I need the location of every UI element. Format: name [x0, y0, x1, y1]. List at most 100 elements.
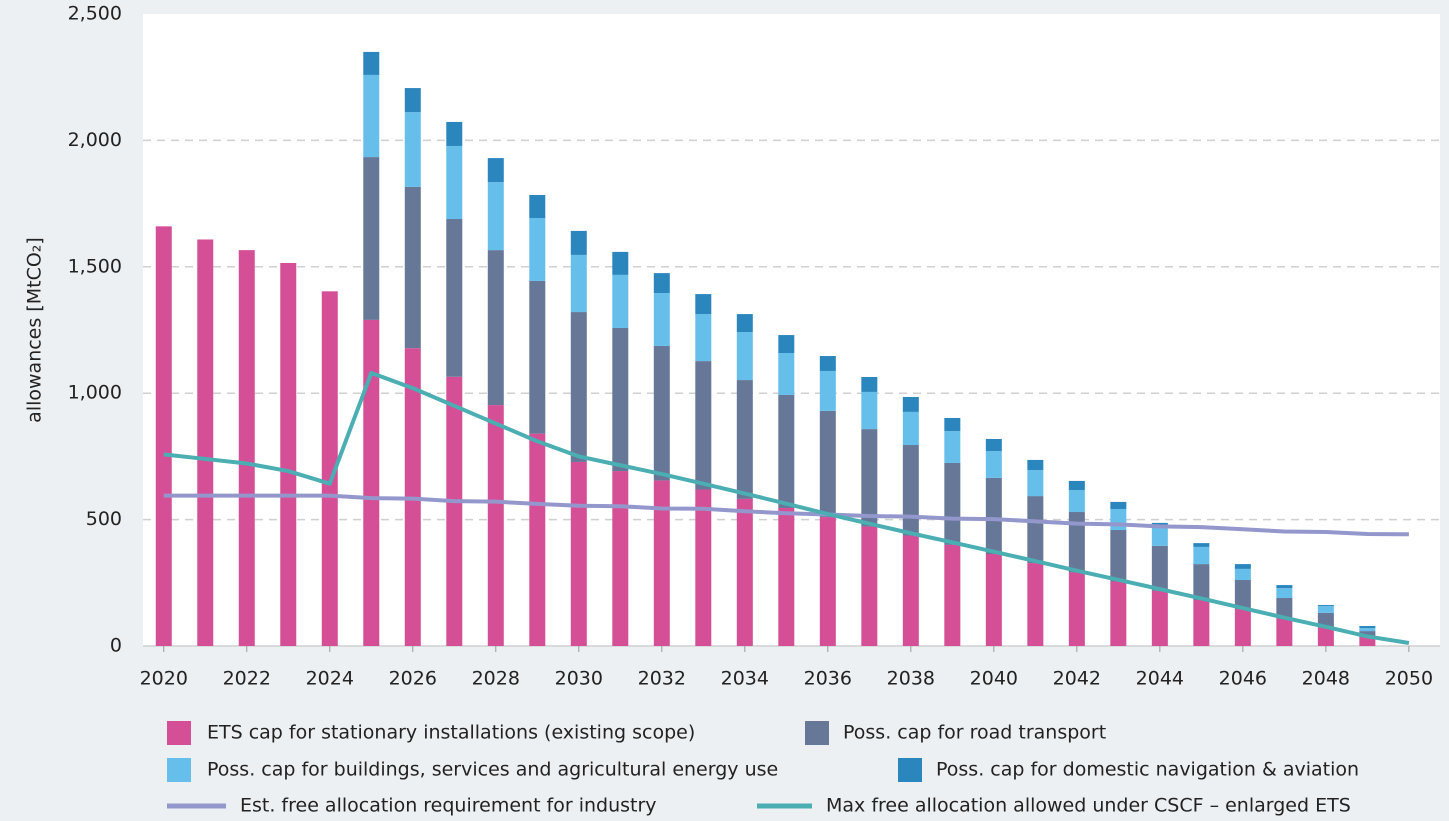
bar-segment — [1276, 585, 1293, 589]
bar-segment — [155, 226, 172, 647]
bar-segment — [861, 526, 878, 646]
bar-segment — [612, 471, 629, 646]
bar-segment — [1110, 529, 1127, 582]
bar-segment — [944, 544, 961, 646]
bar-segment — [404, 186, 421, 349]
bar-segment — [985, 477, 1002, 554]
bar-segment — [1317, 605, 1334, 607]
bar-segment — [902, 396, 919, 412]
bar-segment — [446, 121, 463, 146]
x-tick-label: 2020 — [140, 668, 188, 690]
bar-segment — [1110, 501, 1127, 509]
legend-label: Est. free allocation requirement for ind… — [240, 795, 657, 817]
x-tick-label: 2040 — [970, 668, 1018, 690]
y-tick-label: 1,000 — [68, 382, 122, 404]
x-tick-label: 2042 — [1053, 668, 1101, 690]
bar-segment — [487, 250, 504, 406]
bar-segment — [819, 517, 836, 646]
bar-segment — [321, 291, 338, 646]
bar-segment — [197, 239, 214, 646]
bar-segment — [1234, 568, 1251, 581]
bar-segment — [1317, 606, 1334, 613]
legend-label: ETS cap for stationary installations (ex… — [207, 722, 695, 744]
bar-segment — [819, 356, 836, 371]
bar-segment — [1110, 508, 1127, 530]
bar-segment — [1068, 480, 1085, 491]
bar-segment — [736, 314, 753, 333]
x-tick-label: 2046 — [1219, 668, 1267, 690]
bar-segment — [736, 380, 753, 499]
x-tick-label: 2028 — [472, 668, 520, 690]
bar-segment — [653, 345, 670, 481]
bar-segment — [487, 405, 504, 646]
bar-segment — [238, 250, 255, 646]
bar-segment — [570, 312, 587, 462]
bar-segment — [612, 274, 629, 328]
bar-segment — [1027, 470, 1044, 497]
line-series — [163, 493, 1409, 537]
y-tick-label: 500 — [86, 508, 122, 530]
bar-segment — [529, 433, 546, 646]
bar-segment — [736, 498, 753, 646]
bar-segment — [570, 254, 587, 313]
bar-segment — [1234, 564, 1251, 569]
bar-segment — [695, 489, 712, 646]
y-tick-label: 2,000 — [68, 129, 122, 151]
bar-segment — [363, 51, 380, 75]
bar-segment — [1276, 588, 1293, 598]
bar-segment — [1068, 572, 1085, 646]
legend-label: Poss. cap for domestic navigation & avia… — [936, 759, 1359, 781]
bar-segment — [861, 429, 878, 527]
y-tick-label: 2,500 — [68, 3, 122, 25]
bar-segment — [1027, 459, 1044, 471]
bar-segment — [819, 370, 836, 411]
bar-segment — [570, 230, 587, 255]
bar-segment — [1193, 599, 1210, 646]
legend-swatch — [805, 721, 829, 745]
bar-segment — [819, 410, 836, 518]
bar-segment — [1068, 490, 1085, 513]
x-tick-label: 2050 — [1385, 668, 1433, 690]
x-tick-label: 2034 — [721, 668, 769, 690]
bar-segment — [1359, 636, 1376, 646]
bar-segment — [985, 553, 1002, 646]
bar-segment — [1193, 564, 1210, 600]
bar-segment — [985, 451, 1002, 478]
bar-segment — [1151, 527, 1168, 546]
y-tick-label: 1,500 — [68, 255, 122, 277]
bar-segment — [653, 293, 670, 346]
x-tick-label: 2024 — [306, 668, 354, 690]
bar-segment — [446, 376, 463, 646]
bar-segment — [778, 335, 795, 354]
bar-segment — [1359, 626, 1376, 629]
bar-segment — [487, 182, 504, 251]
x-tick-label: 2036 — [804, 668, 852, 690]
bar-segment — [695, 361, 712, 490]
bar-segment — [363, 319, 380, 646]
bar-segment — [1276, 597, 1293, 619]
bar-segment — [1234, 580, 1251, 610]
bar-segment — [1027, 496, 1044, 564]
bar-segment — [529, 218, 546, 281]
bar-segment — [944, 431, 961, 463]
bar-segment — [1234, 609, 1251, 646]
legend-label: Poss. cap for road transport — [843, 722, 1106, 744]
bar-segment — [902, 445, 919, 536]
bar-segment — [653, 273, 670, 294]
x-tick-label: 2022 — [223, 668, 271, 690]
bar-segment — [363, 74, 380, 158]
bar-segment — [1317, 627, 1334, 646]
bar-segment — [446, 219, 463, 377]
legend-swatch — [167, 758, 191, 782]
bar-segment — [1068, 512, 1085, 573]
bar-segment — [778, 507, 795, 646]
bar-segment — [695, 314, 712, 362]
bar-segment — [1110, 581, 1127, 646]
bar-segment — [736, 332, 753, 381]
legend-label: Poss. cap for buildings, services and ag… — [207, 759, 778, 781]
x-tick-label: 2048 — [1302, 668, 1350, 690]
bar-segment — [1276, 618, 1293, 646]
y-tick-label: 0 — [110, 635, 122, 657]
bar-segment — [404, 112, 421, 187]
bar-segment — [404, 88, 421, 113]
